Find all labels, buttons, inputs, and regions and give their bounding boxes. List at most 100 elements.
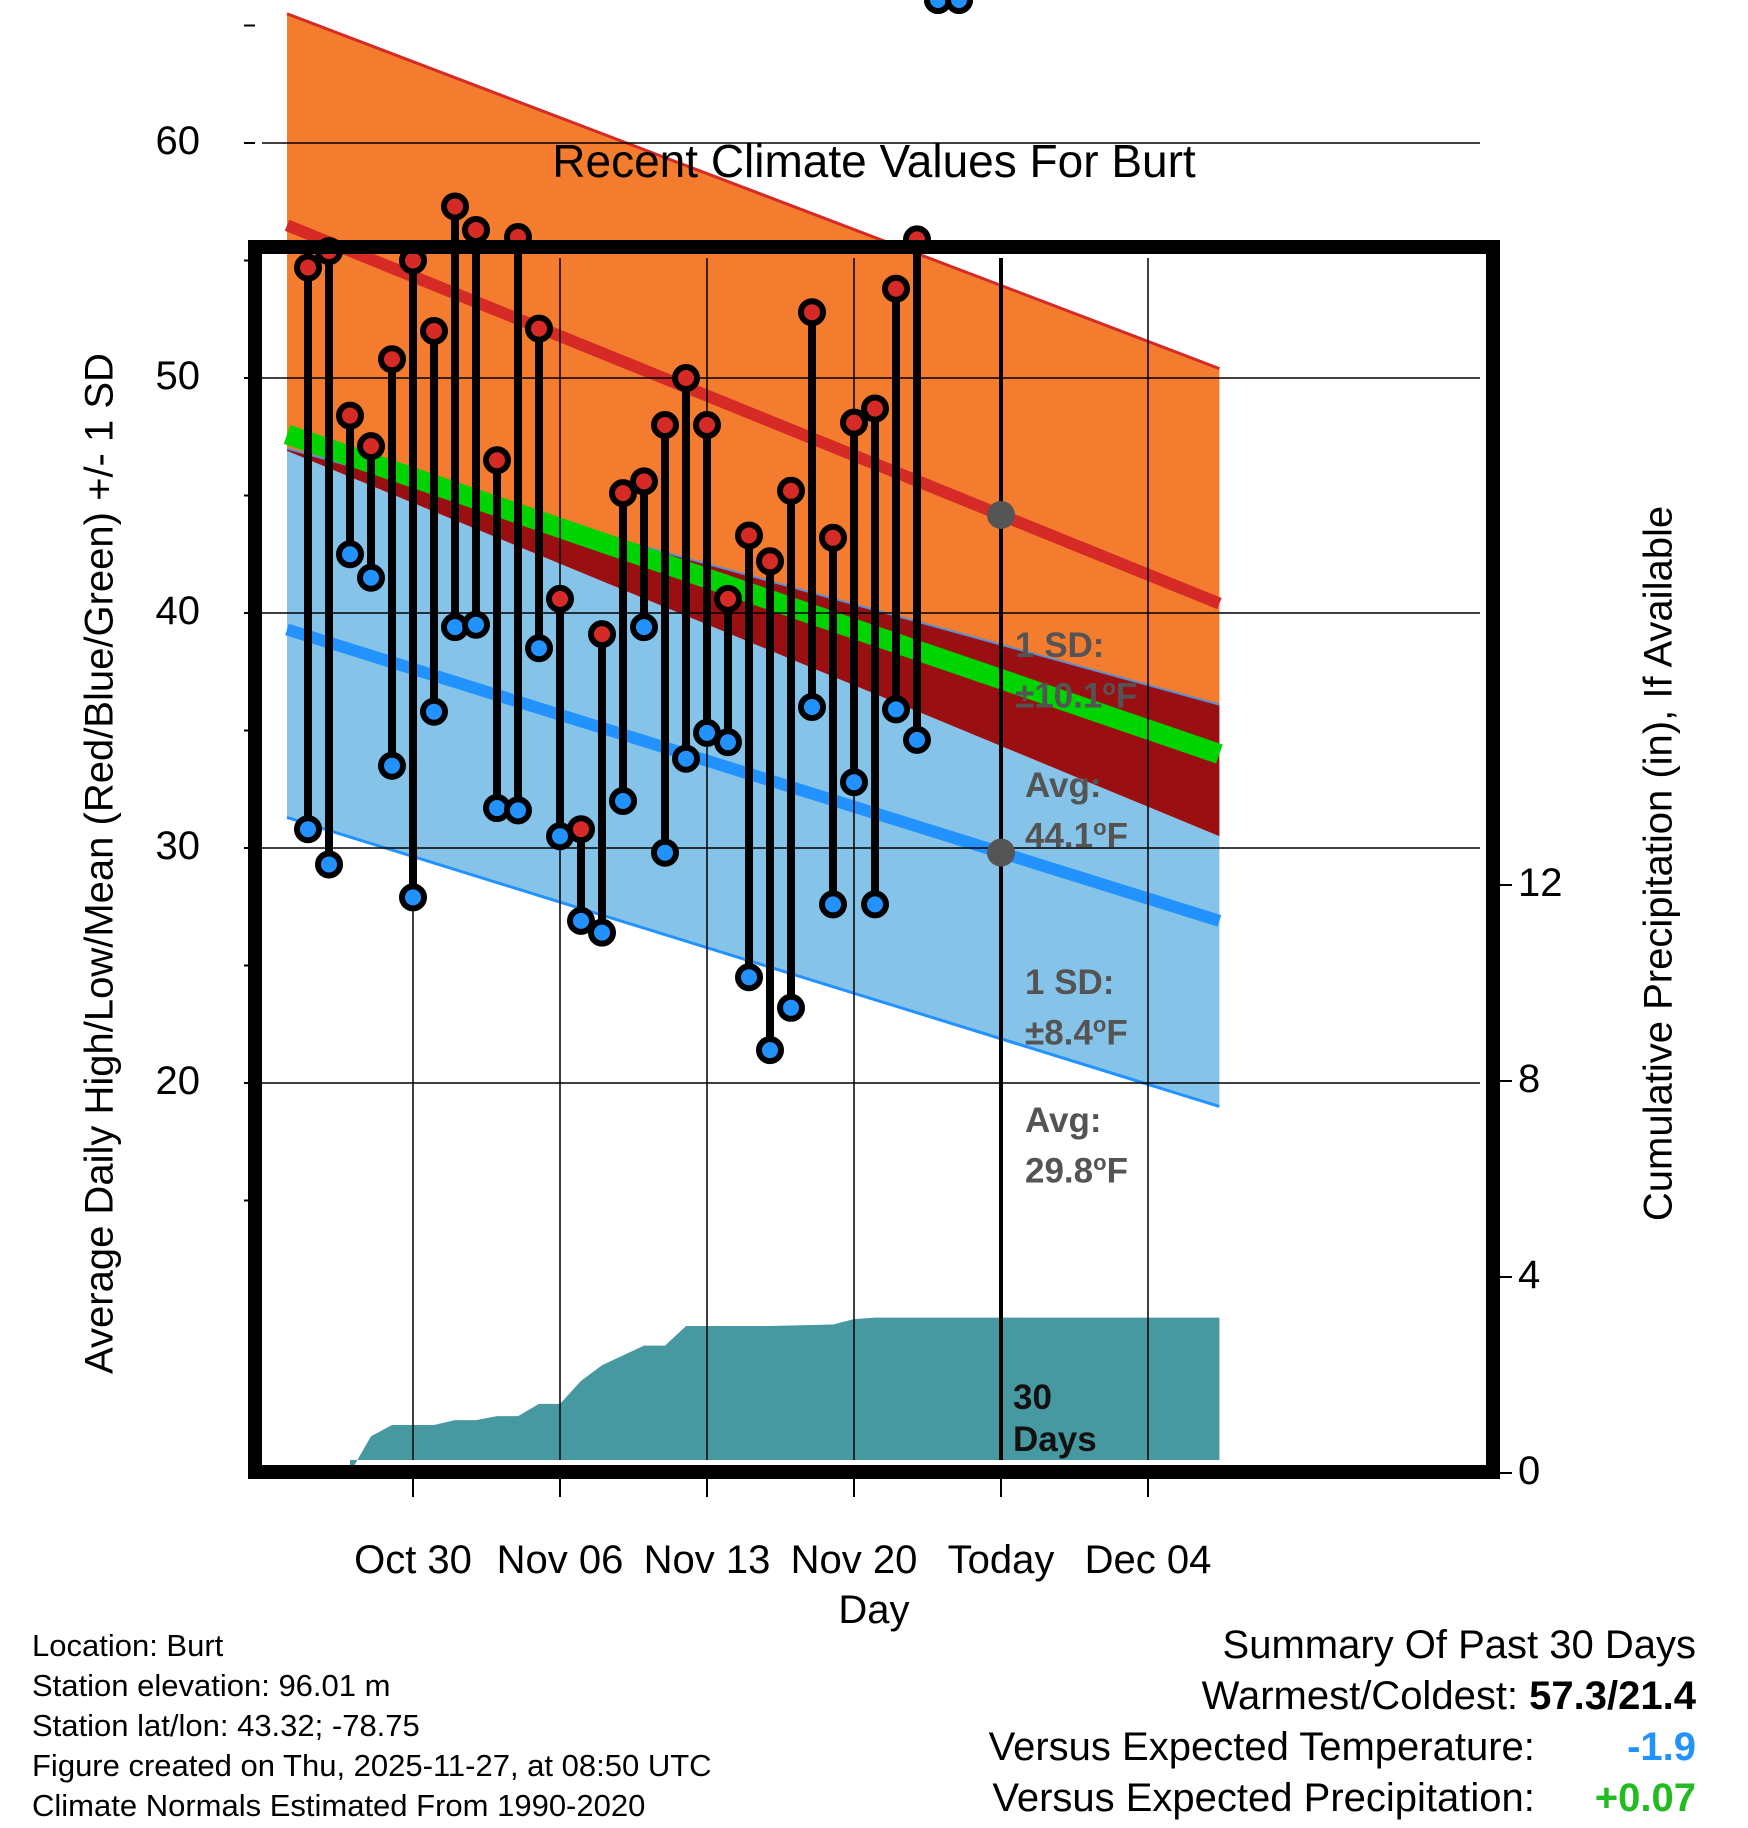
daily-low-marker [357,563,385,592]
daily-low-marker [714,728,742,757]
daily-high-marker [588,620,616,649]
daily-high-marker [651,411,679,439]
summary-precipitation: Versus Expected Precipitation: +0.07 [989,1773,1696,1824]
temp-label: Versus Expected Temperature: [988,1725,1535,1769]
elevation-text: Station elevation: 96.01 m [32,1668,391,1703]
daily-low-marker [525,634,553,663]
daily-high-marker [462,215,490,244]
daily-high-marker [714,584,742,613]
y-tick-label: 30 [155,824,201,868]
daily-low-marker [819,890,847,919]
chart-title: Recent Climate Values For Burt [552,135,1196,187]
daily-low-marker [798,693,826,721]
y2-tick-label: 0 [1518,1449,1541,1493]
y-axis-label: Average Daily High/Low/Mean (Red/Blue/Gr… [77,353,122,1374]
low-sd-value: ±8.4oF [1025,1012,1128,1053]
normal-low-line [285,623,1222,927]
low-sd-label: 1 SD: [1025,963,1115,1002]
plot-frame-border [248,240,1500,1479]
daily-low-marker [567,906,595,935]
x-tick-label: Oct 30 [354,1538,472,1582]
daily-high-marker [756,547,784,576]
low-sd-annotation: 1 SD: ±8.4oF [1025,962,1128,1055]
station-info: Location: Burt Station elevation: 96.01 … [32,1626,712,1826]
x-tick-label: Dec 04 [1084,1538,1212,1582]
low-avg-annotation: Avg: 29.8oF [1025,1100,1128,1193]
normal-mean-line [283,424,1223,764]
high-sd-annotation: 1 SD: ±10.1oF [1015,625,1137,718]
daily-high-marker [378,345,406,374]
daily-high-marker [609,479,637,508]
daily-low-marker [903,725,931,754]
y-tick-label: 20 [155,1059,201,1103]
x-tick-label: Nov 13 [643,1538,771,1582]
low-lower-sd-line [286,816,1220,1108]
daily-low-marker [315,850,343,879]
high-sd-label: 1 SD: [1015,626,1105,665]
daily-low-marker [462,610,490,639]
warmest-coldest-value: 57.3/21.4 [1529,1674,1696,1718]
y-tick-label: 40 [155,589,201,633]
summary-panel: Summary Of Past 30 Days Warmest/Coldest:… [989,1620,1696,1824]
daily-low-marker [588,918,616,947]
low-avg-label: Avg: [1025,1101,1102,1140]
x-tick-label: Nov 06 [496,1538,624,1582]
daily-high-marker [693,411,721,439]
x-axis-label: Day [838,1588,910,1632]
days-count: 30 [1013,1378,1052,1417]
location-text: Location: Burt [32,1628,224,1663]
daily-high-marker [735,521,763,550]
daily-low-marker [777,993,805,1022]
daily-high-marker [777,476,805,505]
plot-frame [244,24,1512,1497]
daily-high-marker [567,815,595,844]
normals-text: Climate Normals Estimated From 1990-2020 [32,1788,646,1823]
precip-label: Versus Expected Precipitation: [992,1776,1535,1820]
normal-high-line [284,219,1222,610]
daily-high-marker [546,584,574,613]
precip-value: +0.07 [1594,1776,1696,1820]
summary-warmest-coldest: Warmest/Coldest: 57.3/21.4 [989,1671,1696,1722]
daily-low-marker [924,0,952,14]
low-avg-value: 29.8oF [1025,1150,1128,1191]
daily-low-marker [420,697,448,726]
plot-area [262,0,1480,1473]
daily-low-marker [399,883,427,912]
daily-high-marker [840,408,868,437]
high-sd-band [287,13,1220,705]
daily-low-marker [630,613,658,642]
daily-low-marker [735,963,763,992]
high-upper-sd-line [286,12,1220,371]
daily-high-marker [336,401,364,430]
daily-high-marker [357,432,385,461]
daily-low-marker [294,815,322,844]
high-avg-label: Avg: [1025,766,1102,805]
daily-high-marker [483,446,511,475]
daily-low-marker [504,796,532,825]
y2-tick-label: 12 [1518,861,1563,905]
warmest-coldest-label: Warmest/Coldest: [1201,1674,1519,1718]
daily-high-marker [630,467,658,496]
created-text: Figure created on Thu, 2025-11-27, at 08… [32,1748,712,1783]
daily-high-marker [294,253,322,282]
daily-low-marker [609,787,637,815]
x-tick-label: Nov 20 [790,1538,918,1582]
daily-high-marker [882,274,910,303]
daily-high-marker [798,298,826,327]
daily-low-marker [651,838,679,867]
daily-low-marker [882,695,910,724]
low-avg-marker [987,838,1015,867]
daily-low-marker [672,744,700,773]
daily-low-marker [378,751,406,780]
latlon-text: Station lat/lon: 43.32; -78.75 [32,1708,420,1743]
x-tick-label: Today [947,1538,1055,1582]
high-avg-value: 44.1oF [1025,815,1128,856]
daily-high-marker [525,314,553,343]
days-word: Days [1013,1420,1097,1459]
daily-high-marker [420,317,448,345]
y2-tick-label: 8 [1518,1057,1541,1101]
y2-tick-label: 4 [1518,1253,1541,1297]
summary-temperature: Versus Expected Temperature: -1.9 [989,1722,1696,1773]
days-annotation: 30 Days [1013,1377,1097,1461]
